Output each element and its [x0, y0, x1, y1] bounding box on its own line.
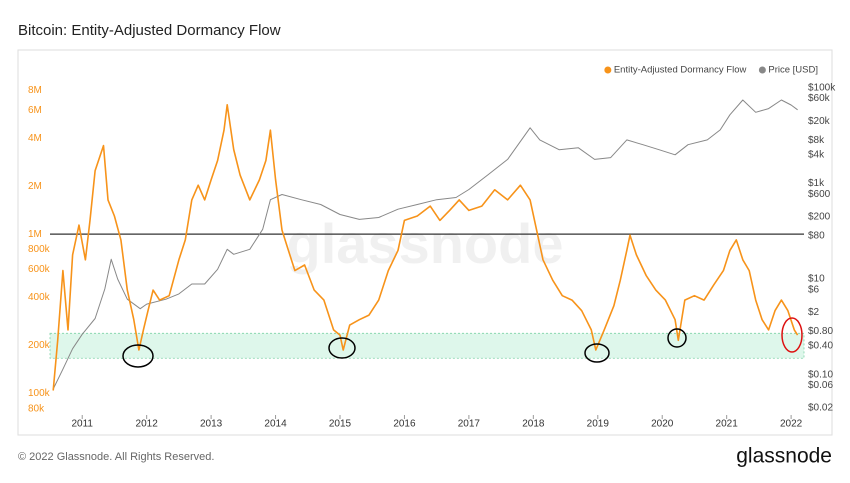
y2-tick-label: $600	[808, 189, 831, 200]
x-tick-label: 2011	[71, 419, 93, 430]
legend-marker	[604, 66, 612, 74]
series-line	[52, 104, 799, 391]
y2-tick-label: $4k	[808, 149, 825, 160]
legend-marker	[758, 66, 766, 74]
x-tick-label: 2012	[136, 419, 159, 430]
y-tick-label: 80k	[28, 403, 45, 414]
annotations	[122, 317, 803, 368]
y2-tick-label: $80	[808, 231, 825, 242]
y-tick-label: 800k	[28, 244, 51, 255]
y2-tick-label: $6	[808, 284, 820, 295]
x-tick-label: 2016	[393, 419, 416, 430]
y2-tick-label: $0.40	[808, 341, 833, 352]
x-tick-label: 2018	[522, 419, 545, 430]
y-tick-label: 4M	[28, 133, 42, 144]
y-tick-label: 600k	[28, 264, 51, 275]
annotation-circle	[781, 317, 803, 353]
y-tick-label: 6M	[28, 105, 42, 116]
y2-tick-label: $0.80	[808, 326, 833, 337]
y-tick-label: 200k	[28, 340, 51, 351]
y2-tick-label: $0.02	[808, 403, 833, 414]
chart-frame	[17, 49, 833, 436]
series-line	[52, 99, 798, 390]
plot-area: 80k 100k 200k 400k 600k 800k 1M 2M 4M 6M 8M $0.02 $0…	[28, 83, 836, 430]
x-tick-label: 2019	[587, 419, 610, 430]
y2-tick-label: $0.10	[808, 369, 833, 380]
threshold-band	[49, 332, 805, 359]
x-tick-label: 2022	[780, 419, 803, 430]
x-tick-label: 2014	[264, 419, 287, 430]
y-tick-label: 2M	[28, 181, 42, 192]
watermark: glassnode	[287, 212, 564, 275]
x-tick-label: 2017	[458, 419, 481, 430]
annotation-circle	[667, 328, 687, 348]
footer: © 2022 Glassnode. All Rights Reserved.	[18, 451, 214, 463]
annotation-circle	[328, 337, 356, 359]
y2-tick-label: $100k	[808, 83, 836, 94]
y-tick-label: 8M	[28, 85, 42, 96]
y-tick-label: 400k	[28, 292, 51, 303]
y2-tick-label: $60k	[808, 93, 831, 104]
x-tick-label: 2020	[651, 419, 674, 430]
y-tick-label: 1M	[28, 229, 42, 240]
y2-tick-label: $1k	[808, 178, 825, 189]
legend-label: Price [USD]	[768, 65, 818, 76]
x-tick-label: 2021	[716, 419, 739, 430]
y2-tick-label: $20k	[808, 116, 831, 127]
y2-tick-label: $2	[808, 307, 820, 318]
legend-label: Entity-Adjusted Dormancy Flow	[614, 65, 747, 76]
y2-tick-label: $8k	[808, 135, 825, 146]
y2-tick-label: $0.06	[808, 380, 833, 391]
y2-tick-label: $10	[808, 274, 825, 285]
brand-logo: glassnode	[736, 445, 832, 468]
x-tick-label: 2013	[200, 419, 223, 430]
chart-title: Bitcoin: Entity-Adjusted Dormancy Flow	[18, 22, 281, 39]
x-tick-label: 2015	[329, 419, 352, 430]
y-tick-label: 100k	[28, 388, 51, 399]
annotation-circle	[584, 343, 610, 363]
y2-tick-label: $200	[808, 212, 831, 223]
annotation-circle	[122, 344, 154, 368]
